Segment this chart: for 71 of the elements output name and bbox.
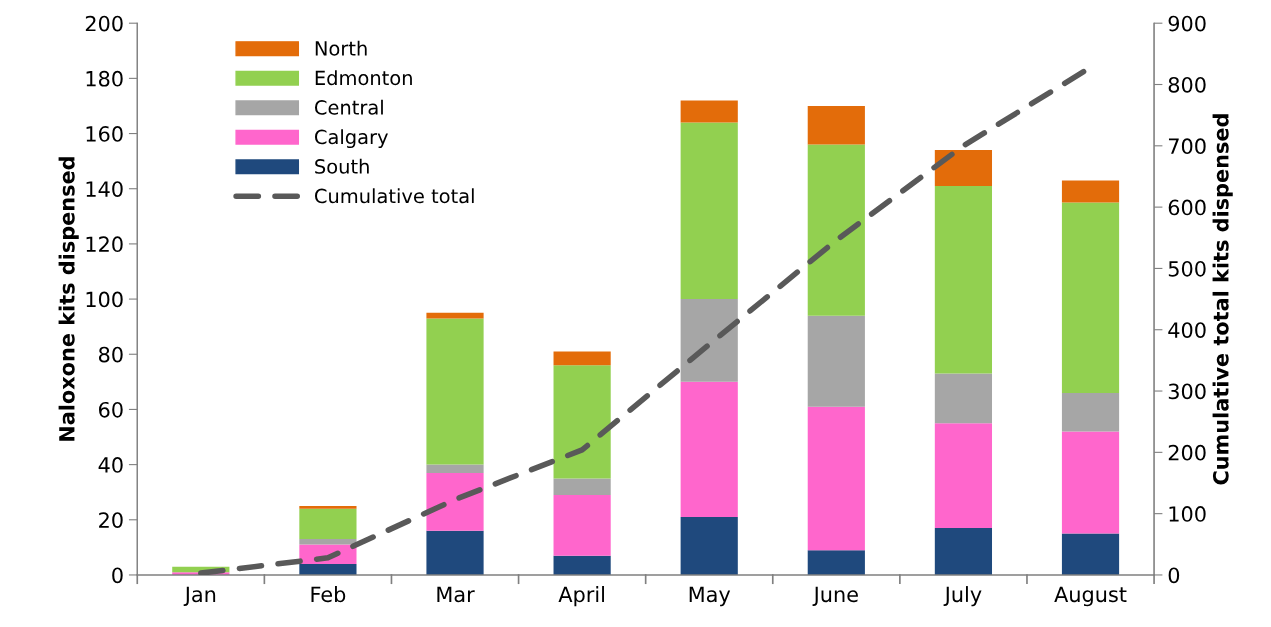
y-tick-label: 80 (98, 346, 123, 363)
x-tick-label: Mar (437, 586, 475, 603)
y-tick-label: 20 (99, 512, 123, 528)
y-tick-label: 40 (98, 457, 123, 473)
y2-tick-label: 300 (1168, 383, 1206, 400)
legend-label: North (315, 40, 367, 56)
bar (1061, 431, 1120, 534)
bar (553, 555, 611, 575)
y2-tick-label: 200 (1168, 444, 1206, 461)
legend-label: Calgary (314, 129, 388, 149)
y2-tick-label: 600 (1168, 199, 1206, 216)
bar (299, 505, 357, 509)
y-tick-label: 0 (112, 567, 123, 584)
y2-tick-label: 500 (1168, 260, 1206, 277)
bar (807, 105, 865, 145)
bar (299, 563, 357, 575)
bar (680, 381, 738, 518)
bar (299, 508, 357, 540)
bar (1061, 533, 1120, 575)
y2-axis-title: Cumulative total kits dispensed (1212, 114, 1233, 485)
bar (426, 530, 484, 575)
bar (553, 478, 611, 495)
x-tick-label: Jan (183, 586, 216, 607)
y2-tick-label: 800 (1168, 76, 1206, 93)
x-tick-label: Feb (311, 586, 346, 603)
x-tick-label: May (689, 586, 731, 607)
bar (426, 472, 484, 531)
x-tick-label: July (943, 586, 982, 607)
bar (426, 464, 484, 473)
bar (934, 373, 993, 424)
bar (426, 312, 484, 319)
bar (553, 365, 611, 479)
bar (680, 122, 738, 300)
bar (807, 550, 865, 575)
x-tick-label: June (812, 586, 858, 607)
y2-tick-label: 100 (1169, 506, 1206, 522)
x-tick-label: August (1054, 586, 1127, 607)
y2-tick-label: 900 (1168, 15, 1206, 32)
bar (934, 150, 993, 186)
legend-label: Edmonton (315, 70, 412, 86)
bar (807, 144, 865, 316)
legend-label: Central (314, 99, 383, 115)
y-axis-title: Naloxone kits dispensed (58, 157, 79, 441)
x-tick-label: April (558, 586, 604, 607)
y-tick-label: 180 (86, 70, 123, 87)
bar (1061, 180, 1120, 203)
bar (934, 423, 993, 529)
bar (807, 315, 865, 407)
y2-tick-label: 700 (1168, 138, 1206, 155)
bar (934, 528, 993, 575)
y-tick-label: 60 (99, 401, 123, 418)
bar (426, 318, 484, 465)
bar (680, 517, 738, 575)
legend-label: Cumulative total (314, 188, 474, 204)
y-tick-label: 140 (86, 181, 123, 197)
bar (680, 299, 738, 382)
y-tick-label: 160 (86, 126, 123, 142)
bar (553, 494, 611, 556)
bar (299, 539, 357, 545)
bar (553, 351, 611, 366)
legend-label: South (315, 158, 369, 174)
bar (1061, 392, 1120, 432)
y-tick-label: 200 (85, 15, 123, 32)
y-tick-label: 120 (86, 236, 123, 253)
bar (807, 406, 865, 551)
bar (680, 100, 738, 123)
bar (934, 185, 993, 374)
y2-tick-label: 0 (1168, 567, 1180, 584)
bar (1061, 202, 1120, 393)
y-tick-label: 100 (86, 291, 123, 308)
y2-tick-label: 400 (1168, 322, 1206, 338)
